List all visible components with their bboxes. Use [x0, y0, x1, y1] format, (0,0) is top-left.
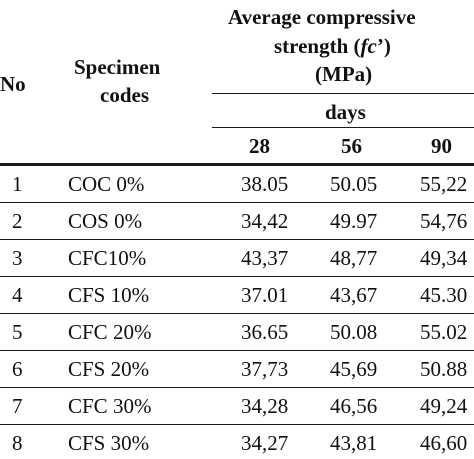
row-divider: [0, 202, 474, 203]
cell-no: 7: [12, 394, 23, 418]
cell-28: 37,73: [241, 357, 289, 381]
cell-28: 36.65: [241, 320, 289, 344]
cell-90: 55,22: [420, 172, 468, 196]
cell-56: 45,69: [330, 357, 378, 381]
row-divider: [0, 387, 474, 388]
cell-28: 38.05: [241, 172, 289, 196]
header-days: days: [325, 100, 366, 124]
header-specimen-line1: Specimen: [74, 55, 161, 79]
header-no: No: [0, 72, 26, 96]
cell-56: 49.97: [330, 209, 378, 233]
cell-90: 49,24: [420, 394, 468, 418]
cell-code: COS 0%: [68, 209, 143, 233]
cell-no: 8: [12, 431, 23, 455]
header-strength-line2: strength (fc’): [274, 34, 391, 58]
row-divider: [0, 350, 474, 351]
cell-28: 34,28: [241, 394, 289, 418]
cell-56: 48,77: [330, 246, 378, 270]
cell-56: 50.05: [330, 172, 378, 196]
cell-56: 50.08: [330, 320, 378, 344]
cell-90: 55.02: [420, 320, 468, 344]
header-strength-line3: (MPa): [315, 62, 373, 86]
row-divider: [0, 313, 474, 314]
header-specimen-line2: codes: [100, 83, 149, 107]
cell-no: 2: [12, 209, 23, 233]
cell-56: 46,56: [330, 394, 378, 418]
row-divider: [0, 239, 474, 240]
header-col-90: 90: [431, 134, 452, 158]
cell-28: 43,37: [241, 246, 289, 270]
cell-code: CFS 20%: [68, 357, 150, 381]
cell-code: CFC 30%: [68, 394, 152, 418]
header-strength-line1: Average compressive: [228, 5, 416, 29]
header-rule-upper: [212, 93, 474, 94]
cell-28: 37.01: [241, 283, 289, 307]
cell-90: 49,34: [420, 246, 468, 270]
cell-90: 50.88: [420, 357, 468, 381]
cell-56: 43,81: [330, 431, 378, 455]
cell-90: 54,76: [420, 209, 468, 233]
header-col-56: 56: [341, 134, 362, 158]
cell-code: CFS 30%: [68, 431, 150, 455]
cell-no: 5: [12, 320, 23, 344]
header-col-28: 28: [249, 134, 270, 158]
cell-no: 1: [12, 172, 23, 196]
cell-code: CFC10%: [68, 246, 147, 270]
header-rule-lower: [212, 127, 474, 128]
cell-no: 6: [12, 357, 23, 381]
header-bottom-rule: [0, 163, 474, 166]
cell-56: 43,67: [330, 283, 378, 307]
row-divider: [0, 276, 474, 277]
cell-90: 45.30: [420, 283, 468, 307]
cell-28: 34,42: [241, 209, 289, 233]
cell-no: 4: [12, 283, 23, 307]
row-divider: [0, 424, 474, 425]
cell-90: 46,60: [420, 431, 468, 455]
cell-code: CFS 10%: [68, 283, 150, 307]
cell-code: CFC 20%: [68, 320, 152, 344]
cell-no: 3: [12, 246, 23, 270]
cell-28: 34,27: [241, 431, 289, 455]
cell-code: COC 0%: [68, 172, 145, 196]
